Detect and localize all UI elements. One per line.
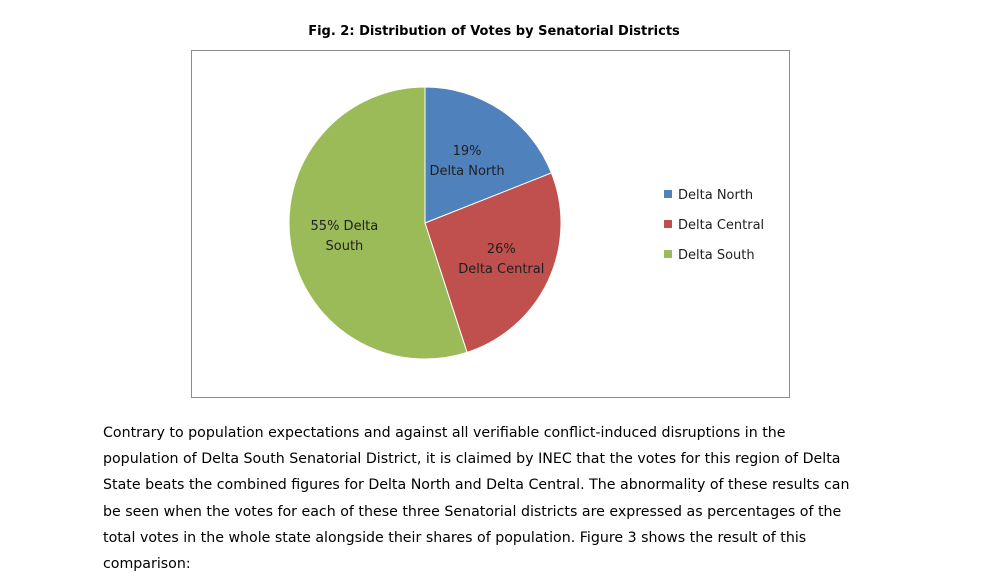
chart-legend: Delta North Delta Central Delta South	[664, 188, 764, 263]
legend-swatch	[664, 190, 672, 198]
paragraph-line: total votes in the whole state alongside…	[103, 529, 807, 546]
legend-label: Delta Central	[678, 218, 764, 233]
paragraph-line: population of Delta South Senatorial Dis…	[103, 451, 841, 468]
pie-slice-labels: 19% Delta North 26% Delta Central 55% Delta S…	[311, 144, 545, 277]
pie-slice-label: 55% Delta South	[311, 219, 379, 254]
legend-swatch	[664, 220, 672, 228]
paragraph-line: State beats the combined figures for Del…	[103, 477, 850, 494]
pie-chart-frame: 19% Delta North 26% Delta Central 55% Delta S…	[191, 50, 790, 398]
pie-slices	[288, 86, 562, 360]
legend-label: Delta South	[678, 248, 755, 263]
paragraph-line: Contrary to population expectations and …	[103, 425, 786, 441]
pie-slice-label: 19% Delta North	[429, 144, 504, 179]
pie-slice-delta-south	[288, 86, 468, 360]
paragraph-line: comparison:	[103, 556, 191, 573]
pie-chart: 19% Delta North 26% Delta Central 55% Delta S…	[288, 86, 764, 360]
pie-slice-label: 26% Delta Central	[458, 242, 544, 277]
body-paragraph: Contrary to population expectations and …	[103, 420, 873, 577]
legend-label: Delta North	[678, 188, 753, 203]
pie-slice-delta-north	[424, 86, 553, 224]
pie-slice-delta-central	[424, 172, 562, 353]
paragraph-line: be seen when the votes for each of these…	[103, 503, 842, 520]
legend-swatch	[664, 250, 672, 258]
figure-title: Fig. 2: Distribution of Votes by Senator…	[308, 24, 680, 39]
